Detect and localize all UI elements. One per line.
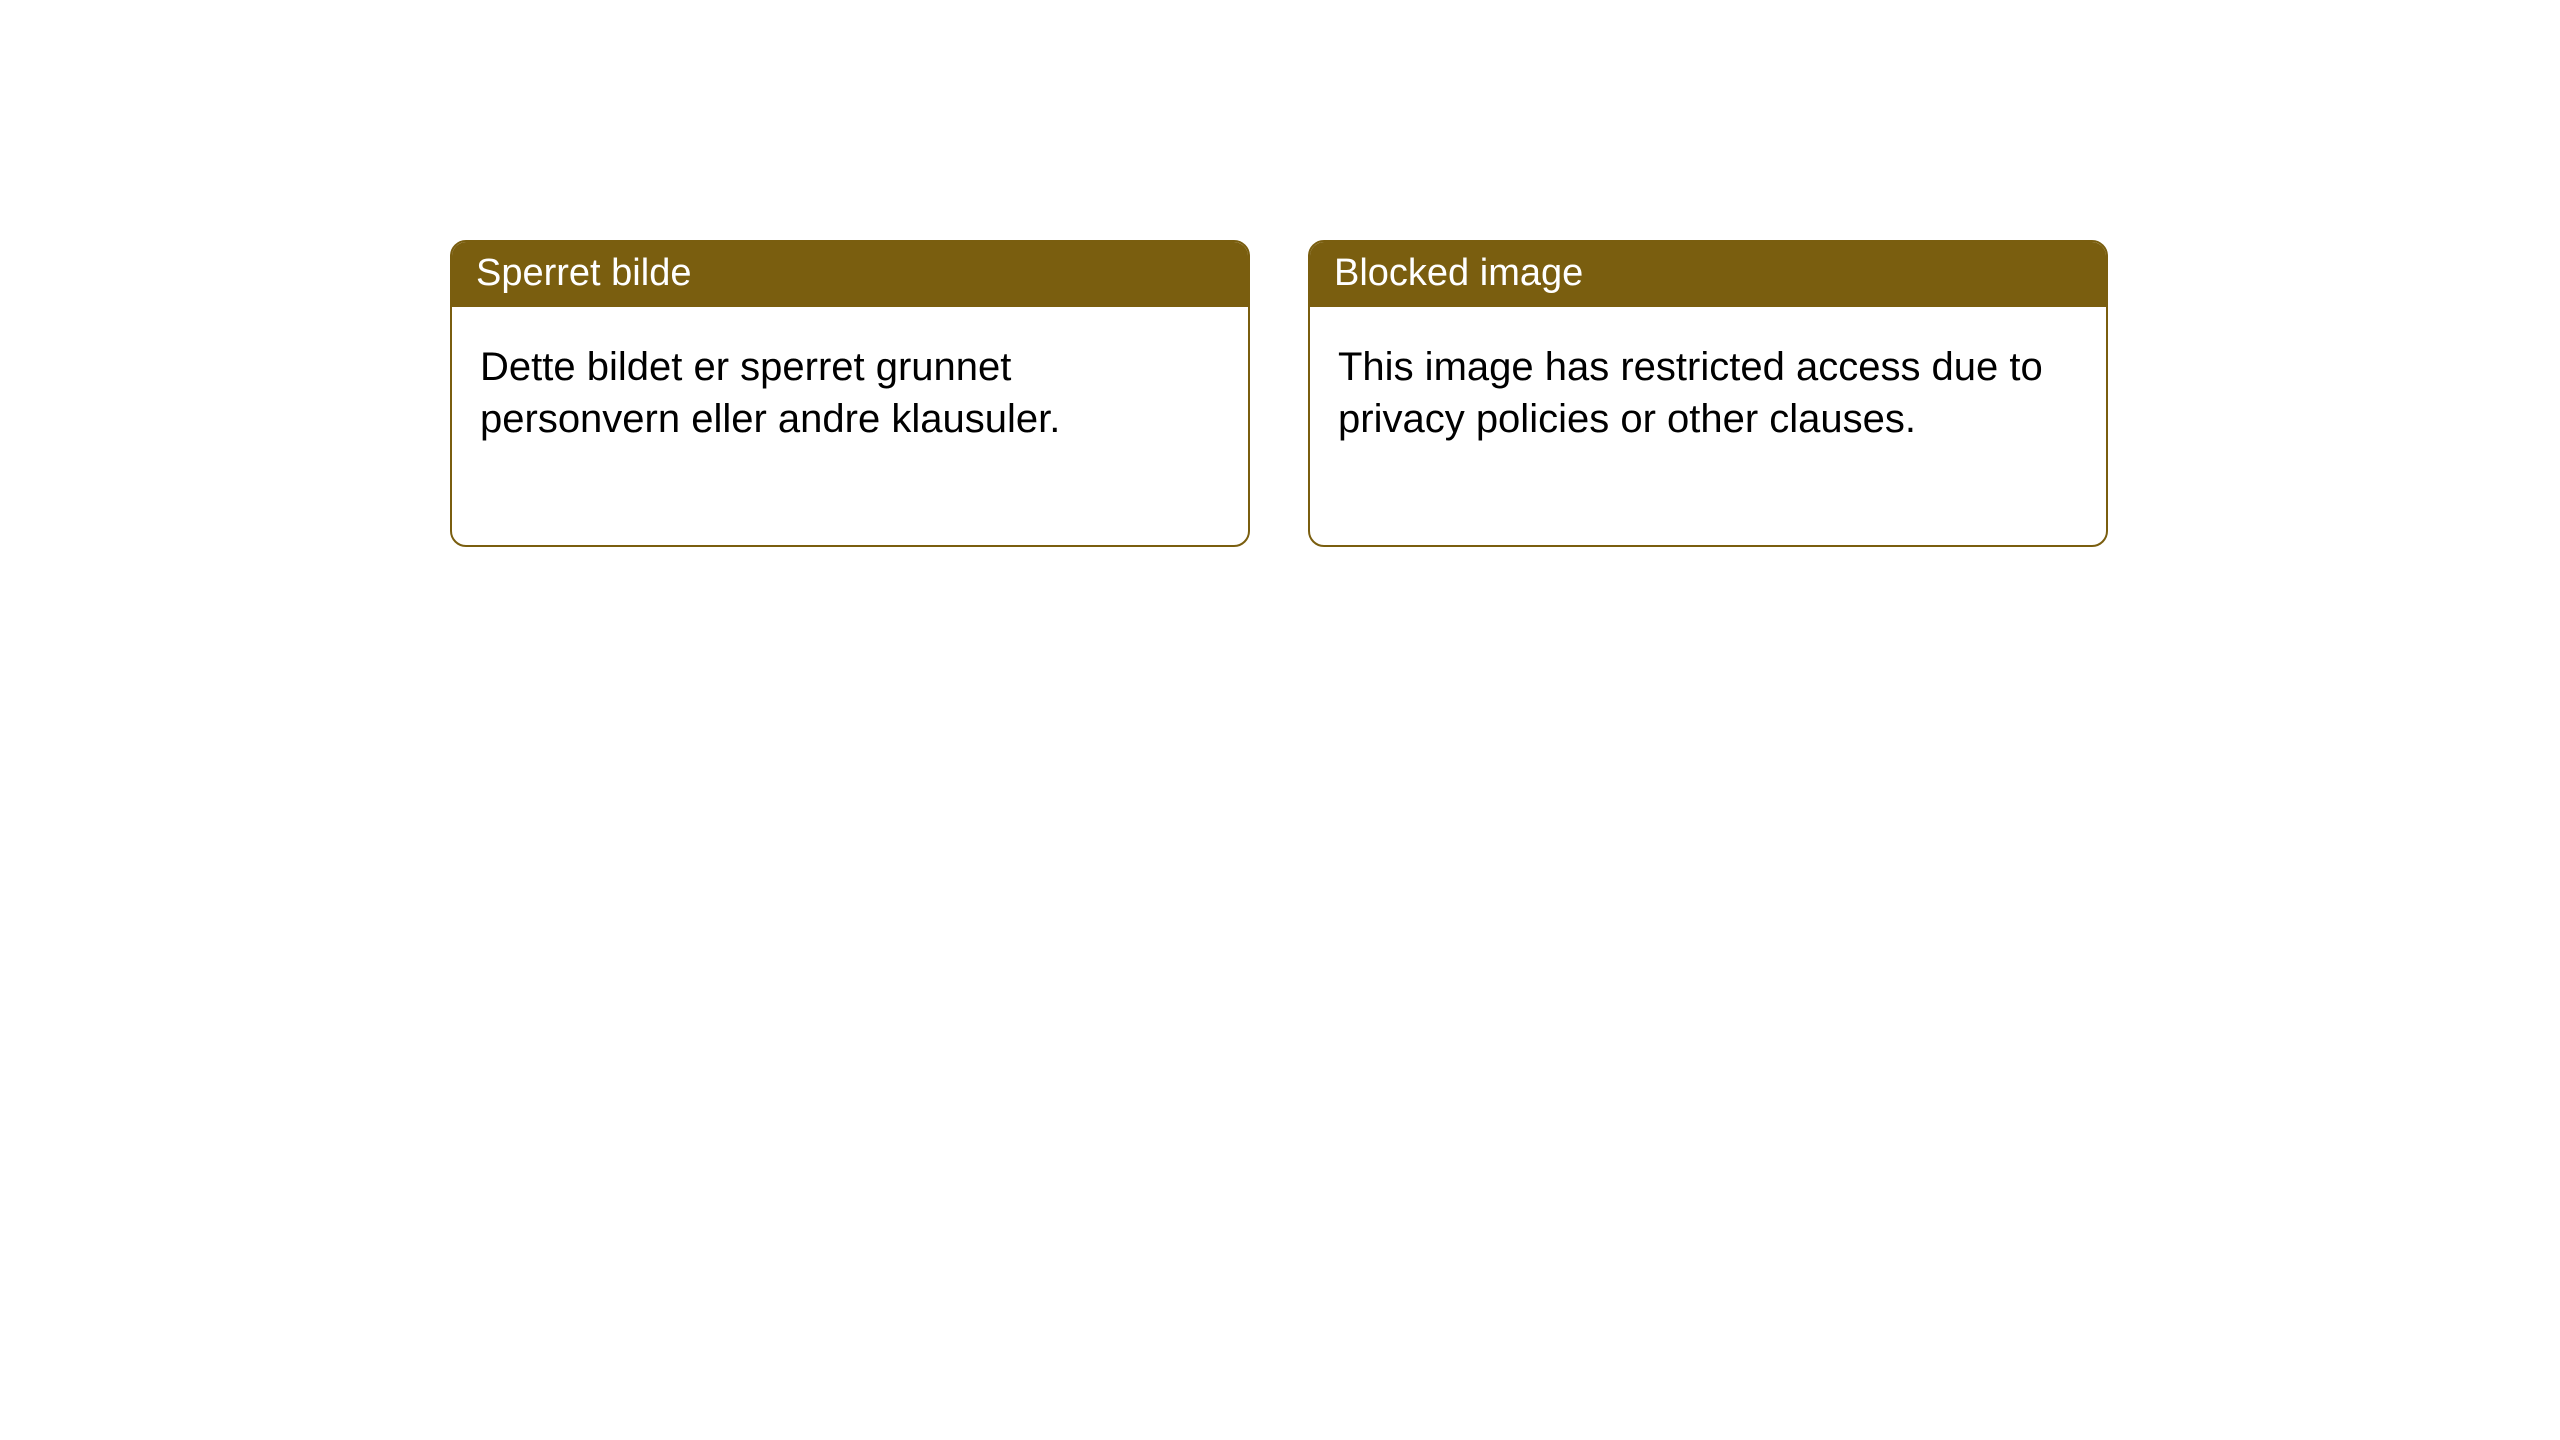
notice-body-norwegian: Dette bildet er sperret grunnet personve… [452, 307, 1248, 545]
notice-cards-container: Sperret bilde Dette bildet er sperret gr… [450, 240, 2108, 547]
notice-card-norwegian: Sperret bilde Dette bildet er sperret gr… [450, 240, 1250, 547]
notice-header-norwegian: Sperret bilde [452, 242, 1248, 307]
notice-header-english: Blocked image [1310, 242, 2106, 307]
notice-card-english: Blocked image This image has restricted … [1308, 240, 2108, 547]
notice-body-english: This image has restricted access due to … [1310, 307, 2106, 545]
